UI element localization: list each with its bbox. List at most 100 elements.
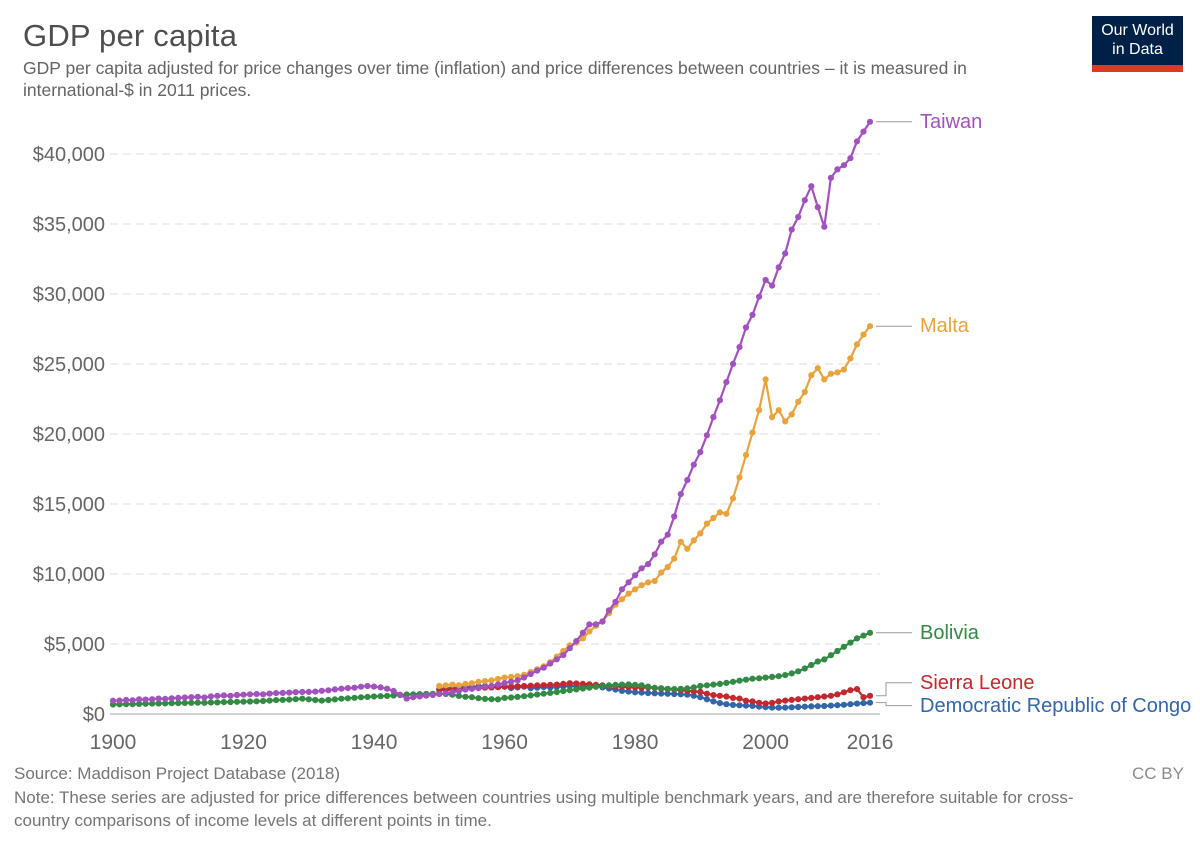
- sierra-leone-data-point: [697, 688, 704, 696]
- y-axis-tick-label: $15,000: [33, 494, 105, 516]
- taiwan-data-point: [716, 397, 724, 404]
- bolivia-data-point: [834, 647, 841, 655]
- democratic-republic-of-congo-data-point: [697, 694, 704, 701]
- bolivia-data-point: [136, 700, 143, 708]
- label-connector: [876, 682, 912, 697]
- taiwan-data-point: [331, 686, 338, 693]
- taiwan-data-point: [357, 683, 365, 690]
- bolivia-data-point: [664, 685, 671, 692]
- sierra-leone-data-point: [847, 687, 854, 694]
- bolivia-data-point: [658, 685, 665, 692]
- bolivia-data-point: [749, 675, 756, 682]
- y-axis-tick-label: $40,000: [33, 144, 105, 166]
- taiwan-data-point: [494, 681, 502, 688]
- malta-data-point: [723, 510, 730, 517]
- series-label-malta[interactable]: Malta: [920, 315, 969, 337]
- sierra-leone-data-point: [775, 698, 782, 705]
- bolivia-data-point: [677, 685, 684, 692]
- series-label-taiwan[interactable]: Taiwan: [920, 111, 983, 133]
- bolivia-data-point: [853, 635, 861, 642]
- bolivia-data-point: [279, 696, 286, 704]
- malta-data-point: [866, 323, 874, 330]
- bolivia-data-point: [370, 693, 378, 700]
- sierra-leone-data-point: [795, 696, 802, 703]
- malta-data-point: [638, 582, 645, 589]
- sierra-leone-data-point: [853, 686, 861, 693]
- bolivia-data-point: [821, 656, 828, 663]
- bolivia-data-point: [814, 658, 821, 665]
- taiwan-data-point: [508, 678, 515, 685]
- bolivia-data-point: [286, 696, 293, 703]
- owid-logo-line1: Our World: [1101, 22, 1174, 39]
- taiwan-data-point: [377, 684, 384, 691]
- taiwan-data-point: [162, 695, 169, 703]
- license-badge[interactable]: CC BY: [1132, 764, 1184, 783]
- taiwan-data-point: [801, 197, 808, 204]
- bolivia-data-point: [756, 675, 763, 682]
- bolivia-data-point: [769, 673, 776, 681]
- bolivia-data-point: [560, 687, 567, 695]
- taiwan-data-point: [488, 682, 495, 690]
- malta-data-point: [795, 398, 802, 405]
- democratic-republic-of-congo-data-point: [801, 703, 808, 710]
- bolivia-data-point: [194, 699, 201, 706]
- malta-data-point: [814, 365, 821, 372]
- taiwan-data-point: [847, 155, 854, 162]
- taiwan-data-point: [364, 682, 371, 690]
- bolivia-data-point: [599, 683, 606, 690]
- taiwan-data-point: [540, 664, 547, 671]
- malta-data-point: [729, 495, 737, 502]
- taiwan-data-point: [827, 174, 835, 181]
- bolivia-data-point: [246, 698, 254, 705]
- taiwan-data-point: [442, 690, 449, 697]
- taiwan-data-point: [762, 276, 769, 284]
- taiwan-data-point: [175, 694, 182, 702]
- taiwan-data-point: [384, 685, 391, 692]
- bolivia-data-point: [488, 696, 495, 703]
- taiwan-data-point: [292, 689, 299, 696]
- series-label-bolivia[interactable]: Bolivia: [920, 622, 979, 644]
- malta-data-point: [762, 376, 769, 383]
- bolivia-data-point: [266, 697, 273, 704]
- series-label-democratic-republic-of-congo[interactable]: Democratic Republic of Congo: [920, 695, 1192, 717]
- democratic-republic-of-congo-data-point: [651, 690, 658, 697]
- malta-data-point: [710, 514, 717, 522]
- sierra-leone-data-point: [749, 698, 756, 705]
- taiwan-data-point: [455, 687, 462, 695]
- taiwan-data-point: [462, 686, 469, 693]
- democratic-republic-of-congo-data-point: [716, 700, 724, 707]
- taiwan-data-point: [286, 689, 293, 696]
- bolivia-data-point: [312, 696, 319, 704]
- bolivia-data-point: [253, 698, 260, 705]
- democratic-republic-of-congo-data-point: [749, 702, 756, 710]
- democratic-republic-of-congo-data-point: [625, 688, 632, 695]
- sierra-leone-data-point: [534, 682, 541, 689]
- bolivia-data-point: [690, 684, 697, 691]
- taiwan-data-point: [475, 684, 482, 692]
- taiwan-data-point: [625, 579, 632, 586]
- bolivia-data-point: [729, 678, 737, 685]
- sierra-leone-data-point: [814, 694, 821, 701]
- democratic-republic-of-congo-data-point: [860, 700, 867, 707]
- bolivia-data-point: [207, 699, 214, 706]
- bolivia-data-point: [149, 700, 156, 707]
- malta-data-point: [671, 555, 678, 562]
- taiwan-data-point: [253, 690, 260, 698]
- taiwan-data-point: [155, 695, 162, 702]
- bolivia-data-point: [384, 692, 391, 700]
- malta-data-point: [442, 682, 449, 689]
- bolivia-data-point: [618, 681, 626, 688]
- taiwan-data-point: [109, 697, 117, 704]
- bolivia-data-point: [566, 687, 573, 694]
- bolivia-data-point: [684, 685, 691, 692]
- malta-data-point: [494, 675, 502, 683]
- bolivia-data-point: [475, 695, 482, 702]
- malta-data-point: [651, 577, 658, 585]
- taiwan-data-point: [168, 695, 175, 702]
- bolivia-data-point: [586, 684, 593, 691]
- malta-data-point: [475, 678, 482, 685]
- series-label-sierra-leone[interactable]: Sierra Leone: [920, 672, 1035, 694]
- bolivia-data-point: [377, 693, 384, 700]
- sierra-leone-data-point: [566, 680, 573, 687]
- taiwan-data-point: [612, 598, 619, 606]
